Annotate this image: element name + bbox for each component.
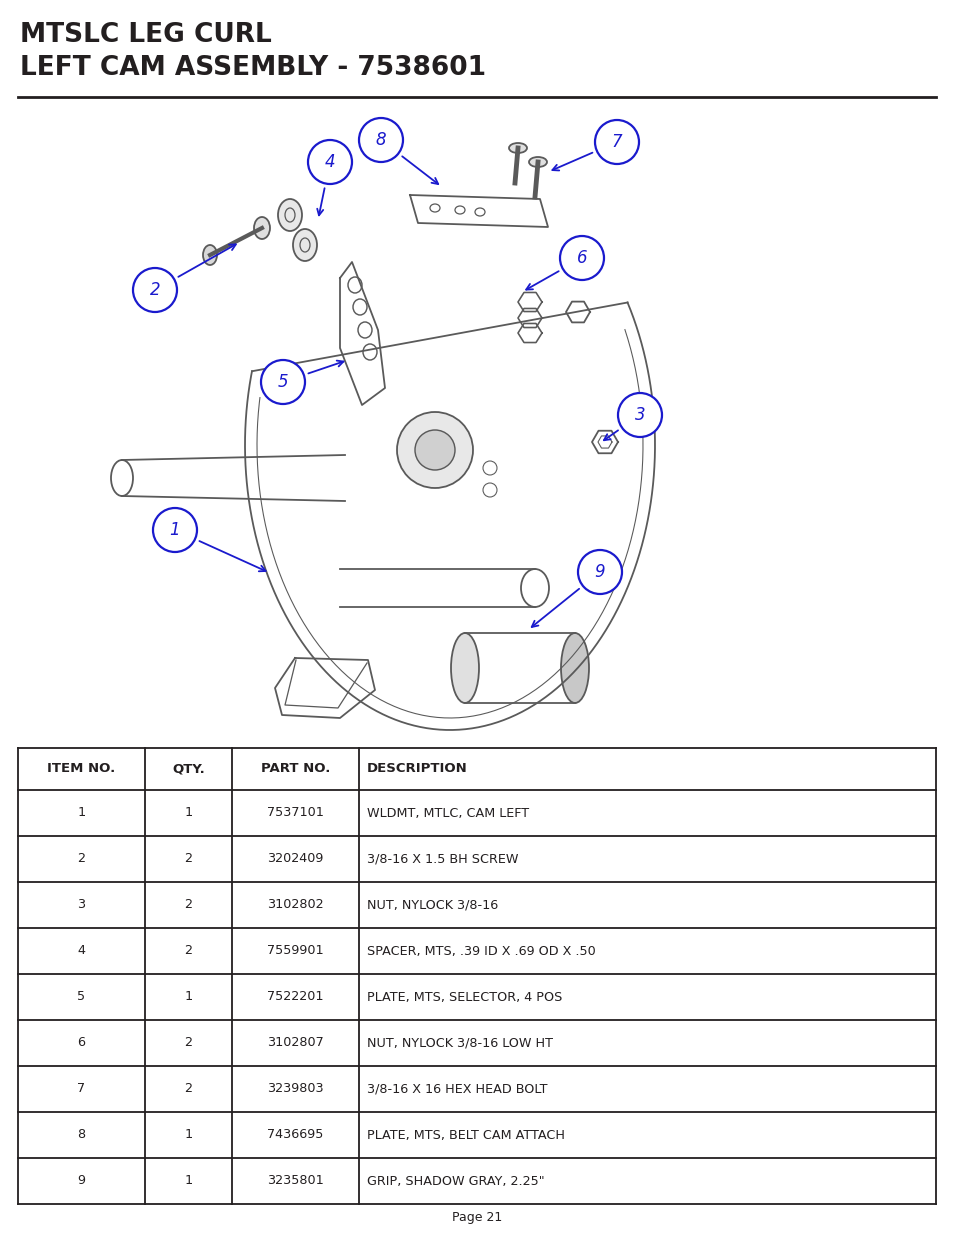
Text: SPACER, MTS, .39 ID X .69 OD X .50: SPACER, MTS, .39 ID X .69 OD X .50 [366, 945, 595, 957]
Circle shape [396, 412, 473, 488]
Ellipse shape [277, 199, 302, 231]
Text: 3: 3 [634, 406, 644, 424]
Circle shape [152, 508, 196, 552]
Ellipse shape [451, 634, 478, 703]
Ellipse shape [529, 157, 546, 167]
Circle shape [595, 120, 639, 164]
Text: 2: 2 [184, 1083, 193, 1095]
Circle shape [618, 393, 661, 437]
Text: 7537101: 7537101 [267, 806, 323, 820]
Circle shape [559, 236, 603, 280]
Text: 5: 5 [77, 990, 86, 1004]
Text: PLATE, MTS, BELT CAM ATTACH: PLATE, MTS, BELT CAM ATTACH [366, 1129, 564, 1141]
Circle shape [578, 550, 621, 594]
Text: 8: 8 [77, 1129, 86, 1141]
Text: 1: 1 [184, 990, 193, 1004]
Circle shape [308, 140, 352, 184]
Text: ITEM NO.: ITEM NO. [47, 762, 115, 776]
Text: 2: 2 [184, 945, 193, 957]
Text: 1: 1 [184, 806, 193, 820]
Text: LEFT CAM ASSEMBLY - 7538601: LEFT CAM ASSEMBLY - 7538601 [20, 56, 486, 82]
Text: 2: 2 [184, 899, 193, 911]
Ellipse shape [293, 228, 316, 261]
Text: 7559901: 7559901 [267, 945, 323, 957]
Text: PLATE, MTS, SELECTOR, 4 POS: PLATE, MTS, SELECTOR, 4 POS [366, 990, 561, 1004]
Ellipse shape [509, 143, 526, 153]
Text: 6: 6 [77, 1036, 85, 1050]
Text: 4: 4 [77, 945, 85, 957]
Ellipse shape [203, 245, 216, 266]
Text: 1: 1 [184, 1174, 193, 1188]
Text: 9: 9 [77, 1174, 85, 1188]
Text: 4: 4 [324, 153, 335, 170]
Text: 2: 2 [184, 1036, 193, 1050]
Circle shape [132, 268, 177, 312]
Text: GRIP, SHADOW GRAY, 2.25": GRIP, SHADOW GRAY, 2.25" [366, 1174, 543, 1188]
Text: 3/8-16 X 16 HEX HEAD BOLT: 3/8-16 X 16 HEX HEAD BOLT [366, 1083, 546, 1095]
Text: 3239803: 3239803 [267, 1083, 323, 1095]
Text: 8: 8 [375, 131, 386, 149]
Text: 5: 5 [277, 373, 288, 391]
Text: 3: 3 [77, 899, 86, 911]
Text: PART NO.: PART NO. [260, 762, 330, 776]
Text: 7436695: 7436695 [267, 1129, 323, 1141]
Text: 1: 1 [184, 1129, 193, 1141]
Ellipse shape [253, 217, 270, 240]
Text: NUT, NYLOCK 3/8-16: NUT, NYLOCK 3/8-16 [366, 899, 497, 911]
Text: 3/8-16 X 1.5 BH SCREW: 3/8-16 X 1.5 BH SCREW [366, 852, 517, 866]
Text: 7: 7 [611, 133, 621, 151]
Circle shape [261, 359, 305, 404]
Text: Page 21: Page 21 [452, 1212, 501, 1224]
Ellipse shape [560, 634, 588, 703]
Text: 9: 9 [594, 563, 604, 580]
Text: 2: 2 [184, 852, 193, 866]
Text: 7: 7 [77, 1083, 86, 1095]
Text: 7522201: 7522201 [267, 990, 323, 1004]
Text: 1: 1 [77, 806, 86, 820]
Circle shape [415, 430, 455, 471]
Text: DESCRIPTION: DESCRIPTION [366, 762, 467, 776]
Circle shape [358, 119, 402, 162]
Text: QTY.: QTY. [172, 762, 205, 776]
Text: 3202409: 3202409 [267, 852, 323, 866]
Text: 3102802: 3102802 [267, 899, 323, 911]
Text: MTSLC LEG CURL: MTSLC LEG CURL [20, 22, 272, 48]
Text: NUT, NYLOCK 3/8-16 LOW HT: NUT, NYLOCK 3/8-16 LOW HT [366, 1036, 552, 1050]
Text: 2: 2 [150, 282, 160, 299]
Text: 1: 1 [170, 521, 180, 538]
Text: 2: 2 [77, 852, 85, 866]
Text: WLDMT, MTLC, CAM LEFT: WLDMT, MTLC, CAM LEFT [366, 806, 528, 820]
Text: 3102807: 3102807 [267, 1036, 323, 1050]
Text: 3235801: 3235801 [267, 1174, 323, 1188]
Text: 6: 6 [576, 249, 587, 267]
